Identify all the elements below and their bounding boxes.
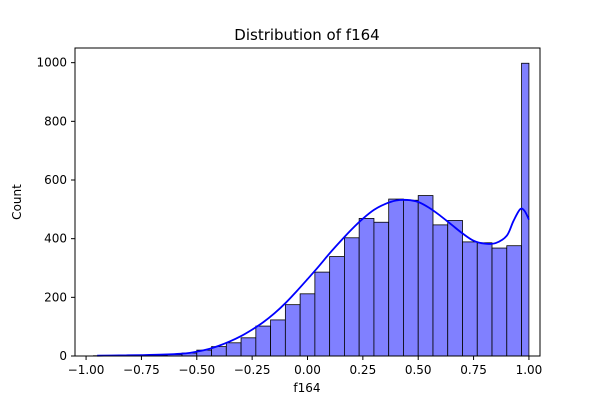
- histogram-bar: [240, 337, 257, 357]
- histogram-bar: [329, 256, 345, 357]
- histogram-bar: [225, 342, 242, 357]
- histogram-bar: [403, 199, 419, 357]
- y-tick-label: 800: [44, 114, 67, 128]
- x-tick-label: −0.25: [234, 363, 271, 377]
- histogram-bar: [447, 220, 463, 357]
- x-tick-label: 1.00: [516, 363, 543, 377]
- y-axis-ticks: 0 200 400 600 800 1000: [36, 56, 75, 363]
- histogram-bar: [373, 221, 390, 357]
- histogram-bar: [476, 242, 493, 357]
- histogram-bar: [299, 293, 316, 357]
- x-tick-label: −0.50: [178, 363, 215, 377]
- histogram-bar: [284, 304, 301, 357]
- histogram-bar: [388, 198, 404, 357]
- x-tick-label: 0.25: [349, 363, 376, 377]
- histogram-bar: [491, 247, 508, 357]
- histogram-bar: [255, 325, 271, 357]
- histogram-bar: [432, 224, 449, 357]
- x-axis-ticks: −1.00 −0.75 −0.50 −0.25 0.00 0.25 0.50 0.75 1.00: [68, 356, 543, 377]
- histogram-bar: [462, 241, 478, 357]
- x-tick-label: −0.75: [123, 363, 160, 377]
- kde-curve: [97, 198, 530, 357]
- histogram-bar: [270, 319, 286, 357]
- x-tick-label: 0.75: [460, 363, 487, 377]
- histogram-bars: [93, 62, 530, 357]
- x-axis-label: f164: [293, 381, 320, 395]
- x-tick-label: 0.50: [405, 363, 432, 377]
- y-tick-label: 0: [59, 349, 67, 363]
- y-tick-label: 400: [44, 232, 67, 246]
- histogram-bar: [314, 271, 331, 357]
- x-tick-label: 0.00: [294, 363, 321, 377]
- histogram-bar: [344, 237, 360, 357]
- histogram-bar: [417, 195, 434, 357]
- y-tick-label: 200: [44, 290, 67, 304]
- histogram-bar: [506, 245, 522, 357]
- histogram-bar: [358, 218, 375, 357]
- y-tick-label: 600: [44, 173, 67, 187]
- chart-title: Distribution of f164: [234, 26, 379, 44]
- y-tick-label: 1000: [36, 56, 67, 70]
- y-axis-label: Count: [10, 184, 24, 220]
- x-tick-label: −1.00: [68, 363, 105, 377]
